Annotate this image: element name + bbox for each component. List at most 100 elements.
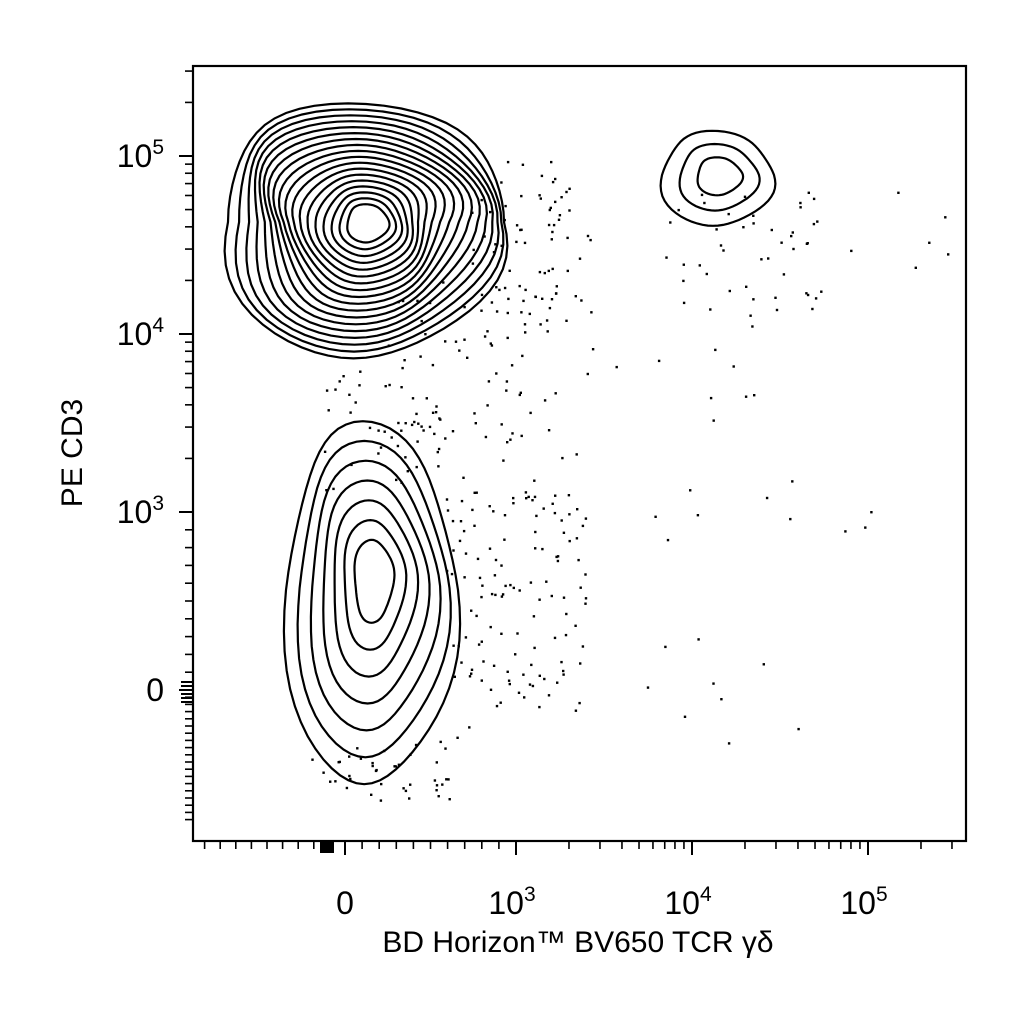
event-dot — [584, 597, 588, 600]
event-dot — [511, 432, 514, 435]
event-dot — [480, 198, 483, 202]
event-dot — [538, 598, 541, 601]
event-dot — [515, 240, 518, 244]
event-dot — [529, 581, 533, 584]
event-dot — [712, 419, 715, 422]
event-dot — [550, 160, 553, 164]
event-dot — [504, 584, 507, 588]
plot-frame — [191, 64, 968, 843]
event-dot — [567, 494, 571, 497]
event-dot — [589, 238, 592, 242]
contour-ring — [267, 137, 474, 319]
event-dot — [445, 498, 449, 501]
event-dot — [448, 798, 451, 801]
event-dot — [753, 394, 756, 397]
event-dot — [488, 505, 491, 508]
event-dot — [762, 663, 765, 666]
event-dot — [487, 380, 491, 383]
event-dot — [507, 297, 510, 301]
event-dot — [400, 429, 403, 432]
x-tick-base: 0 — [336, 885, 354, 921]
event-dot — [584, 602, 587, 605]
event-dot — [547, 223, 551, 227]
event-dot — [538, 705, 541, 709]
event-dot — [540, 174, 544, 178]
event-dot — [402, 787, 405, 790]
event-dot — [565, 319, 568, 322]
event-dot — [441, 783, 444, 786]
event-dot — [914, 266, 917, 269]
event-dot — [502, 459, 505, 462]
event-dot — [577, 558, 580, 562]
event-dot — [538, 674, 541, 677]
event-dot — [578, 701, 581, 705]
event-dot — [489, 210, 492, 214]
event-dot — [561, 456, 564, 460]
event-dot — [547, 429, 551, 432]
x-axis-minor-ticks — [203, 841, 953, 853]
event-dot — [488, 547, 492, 550]
event-dot — [468, 726, 471, 729]
event-dot — [752, 298, 755, 301]
contour-ring — [272, 143, 465, 312]
event-dot — [506, 336, 509, 340]
event-dot — [714, 348, 717, 352]
event-dot — [709, 308, 712, 311]
event-dot — [529, 411, 532, 415]
event-dot — [452, 549, 455, 552]
event-dot — [483, 335, 487, 338]
event-dot — [506, 311, 509, 315]
event-dot — [682, 301, 686, 305]
y-tick-base: 10 — [117, 138, 153, 174]
event-dot — [789, 517, 792, 521]
event-dot — [752, 222, 755, 225]
event-dot — [519, 228, 522, 232]
event-dot — [545, 580, 548, 583]
event-dot — [417, 422, 420, 425]
contour-ring — [253, 120, 494, 340]
event-dot — [490, 344, 494, 347]
event-dot — [452, 644, 455, 647]
x-tick-base: 10 — [488, 885, 524, 921]
event-dot — [534, 530, 537, 534]
event-dot — [492, 510, 495, 513]
event-dot — [774, 296, 777, 299]
event-dot — [548, 306, 552, 310]
event-dot — [535, 514, 538, 518]
event-dot — [814, 297, 818, 300]
event-dot — [503, 514, 507, 517]
x-tick-base: 10 — [840, 885, 876, 921]
event-dot — [444, 747, 447, 750]
event-dot — [508, 269, 511, 272]
event-dot — [579, 662, 582, 665]
event-dot — [556, 559, 560, 563]
event-dot — [533, 495, 537, 499]
event-dot — [500, 181, 503, 184]
x-tick-exponent: 3 — [524, 883, 536, 906]
event-dot — [370, 793, 373, 796]
event-dot — [325, 389, 329, 392]
event-dot — [770, 228, 773, 232]
event-dot — [581, 524, 585, 528]
event-dot — [348, 393, 351, 396]
event-dot — [549, 206, 552, 210]
event-dot — [472, 248, 475, 252]
event-dot — [334, 388, 337, 391]
event-dot — [518, 393, 521, 397]
event-dot — [727, 212, 730, 216]
event-dot — [522, 299, 525, 303]
event-dot — [406, 470, 409, 473]
event-dot — [349, 411, 352, 414]
event-dot — [482, 660, 485, 663]
event-dot — [486, 330, 489, 333]
event-dot — [703, 201, 706, 205]
event-dot — [712, 682, 715, 685]
event-dot — [666, 538, 670, 542]
event-dot — [480, 595, 483, 599]
event-dot — [524, 331, 527, 334]
event-dot — [539, 197, 542, 200]
event-dot — [850, 249, 853, 253]
event-dot — [329, 780, 332, 783]
event-dot — [419, 355, 422, 358]
event-dot — [439, 740, 442, 744]
